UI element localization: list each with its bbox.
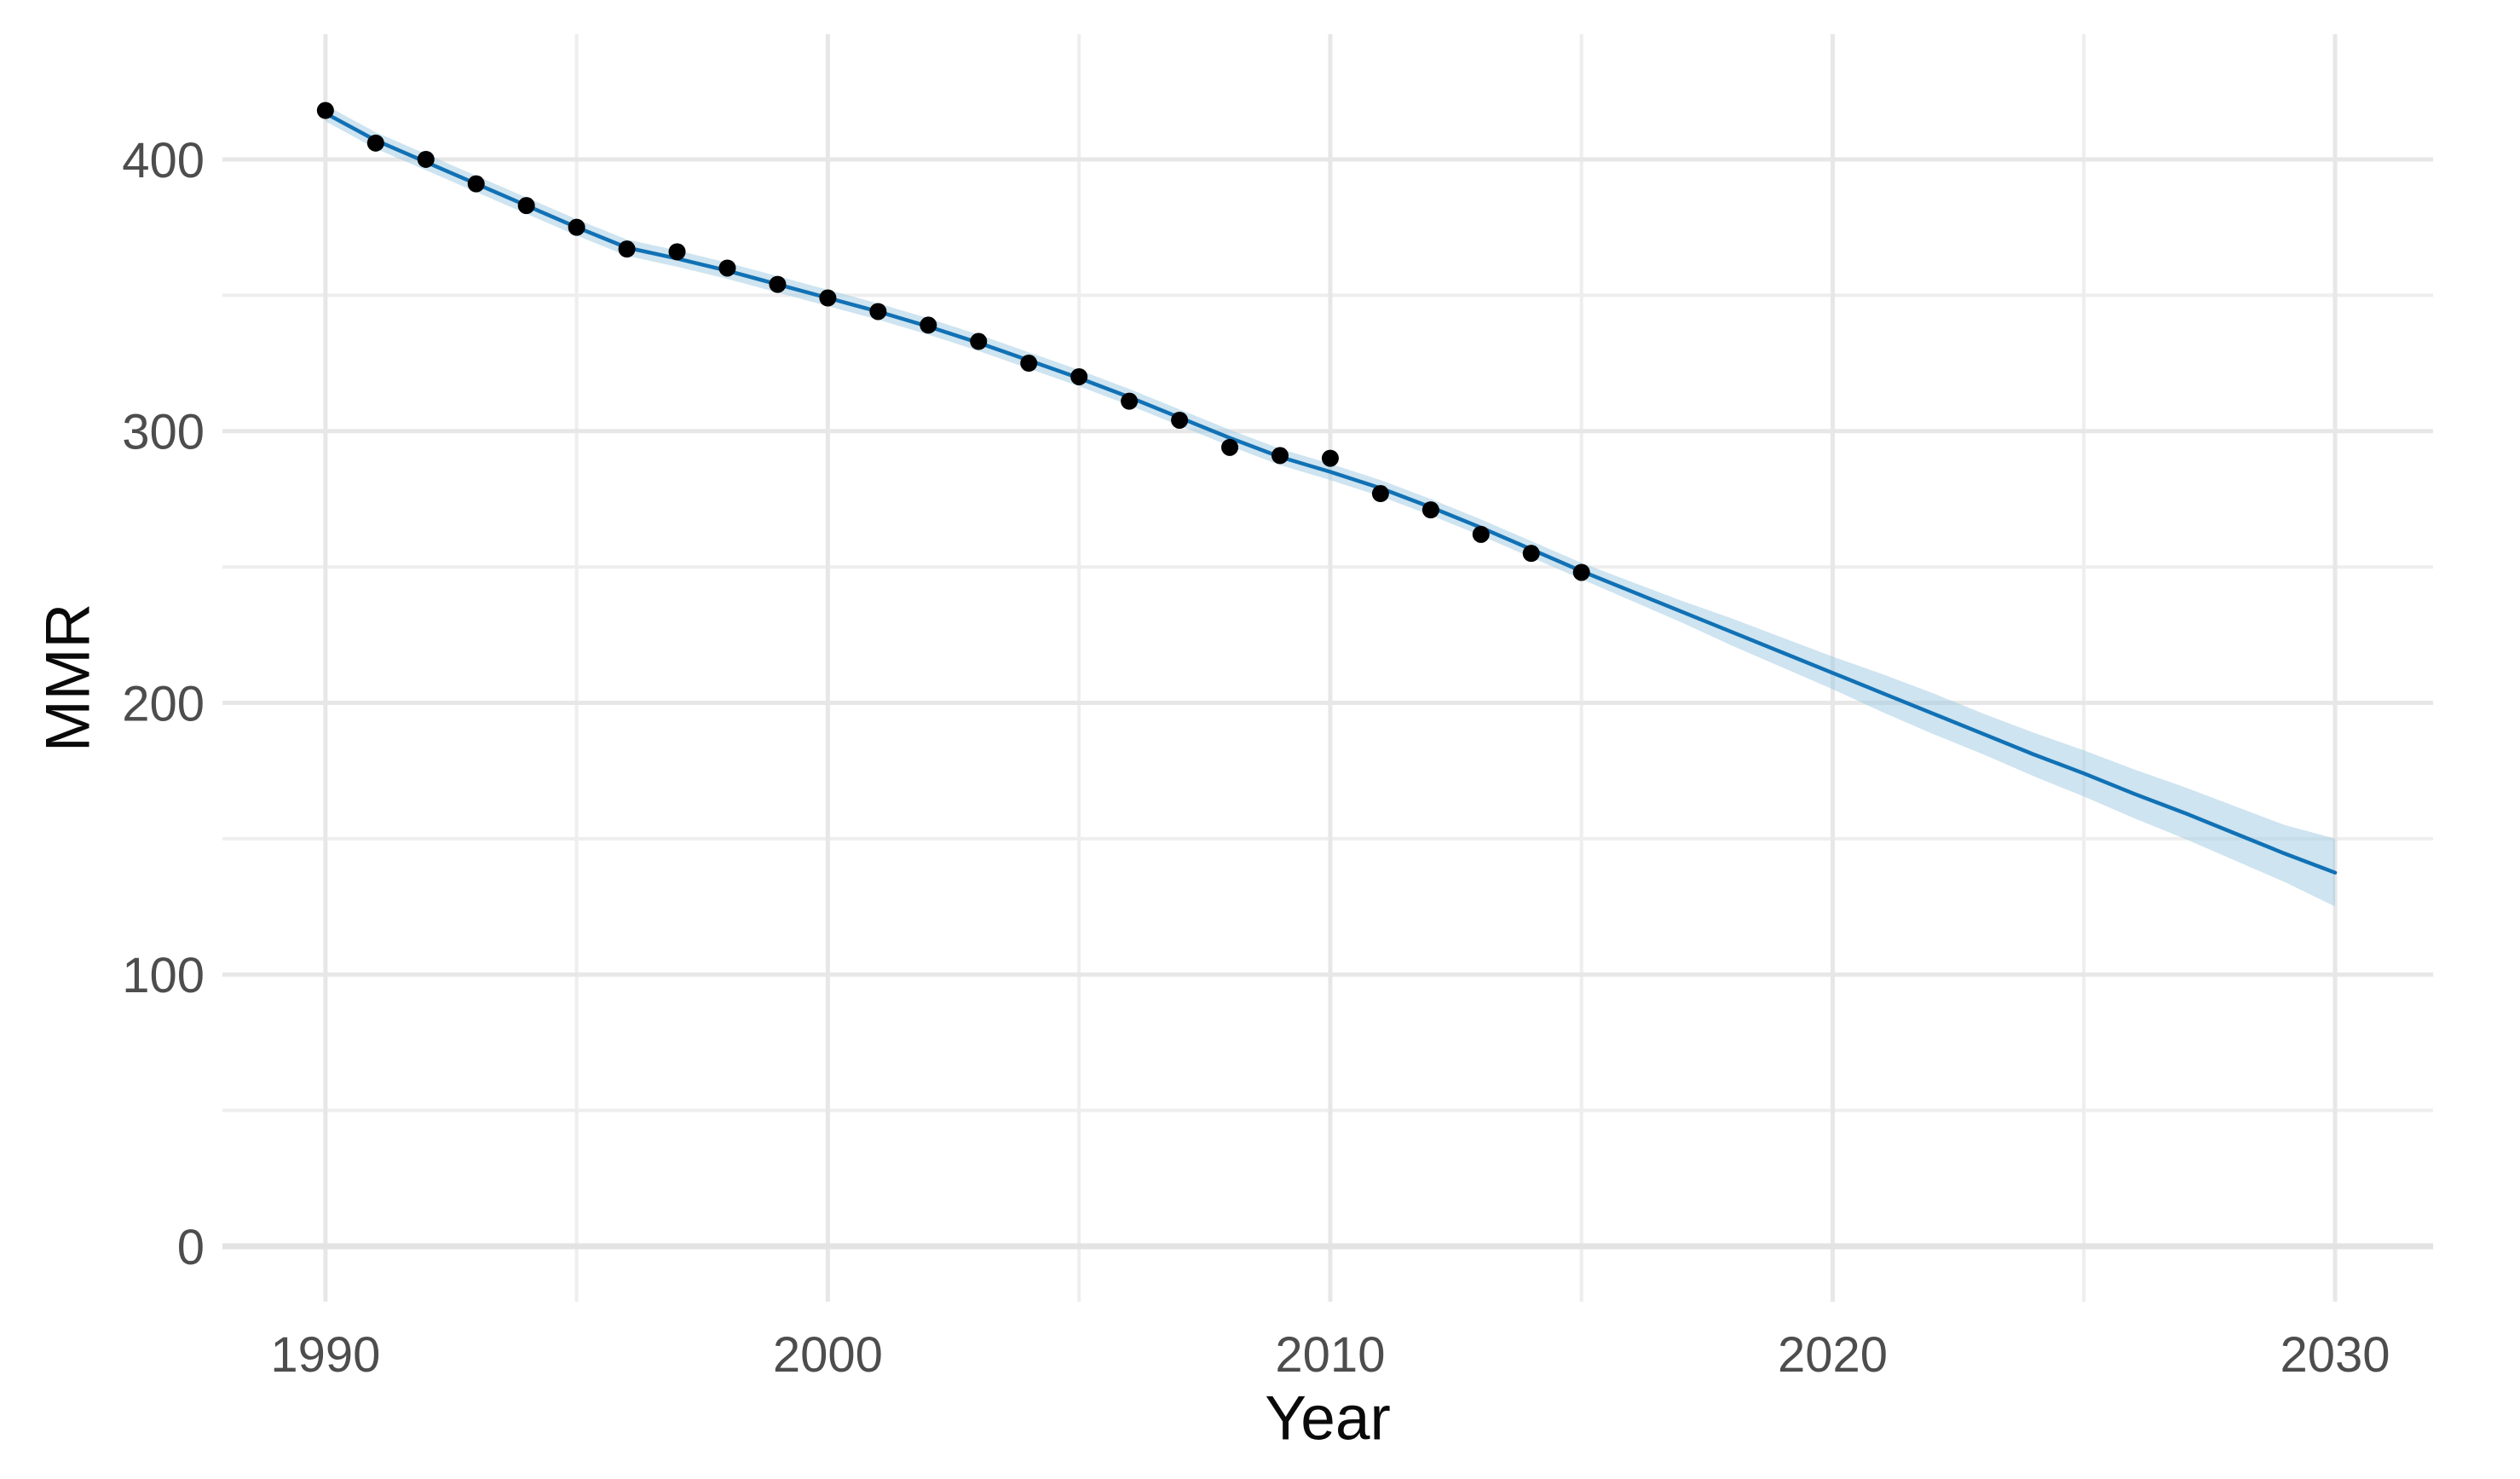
- data-point: [1121, 392, 1139, 410]
- data-point: [869, 303, 887, 321]
- data-point: [1472, 525, 1490, 543]
- data-point: [316, 101, 334, 119]
- x-tick-label: 2010: [1275, 1327, 1385, 1383]
- data-point: [417, 150, 435, 168]
- data-point: [970, 332, 988, 350]
- y-tick-label: 300: [122, 405, 205, 460]
- data-point: [1271, 447, 1289, 465]
- data-point: [1221, 438, 1239, 456]
- data-point: [1522, 545, 1540, 563]
- data-point: [1070, 367, 1088, 385]
- data-point: [718, 259, 736, 277]
- x-tick-label: 2000: [773, 1327, 883, 1383]
- data-point: [1020, 355, 1038, 373]
- data-point: [920, 316, 937, 334]
- y-tick-label: 100: [122, 948, 205, 1003]
- y-axis-title: MMR: [33, 603, 103, 753]
- data-point: [467, 175, 485, 193]
- data-point: [819, 289, 837, 307]
- x-tick-label: 2020: [1778, 1327, 1888, 1383]
- data-point: [1171, 411, 1189, 429]
- data-point: [618, 240, 636, 258]
- x-axis-title: Year: [1265, 1384, 1391, 1453]
- data-point: [1371, 485, 1389, 503]
- y-tick-label: 200: [122, 676, 205, 731]
- x-tick-label: 1990: [270, 1327, 380, 1383]
- y-tick-label: 0: [177, 1220, 205, 1275]
- data-point: [366, 134, 384, 152]
- data-point: [568, 218, 585, 236]
- data-point: [668, 243, 686, 261]
- data-point: [1321, 449, 1339, 467]
- y-tick-label: 400: [122, 133, 205, 188]
- fit-line: [323, 111, 2338, 875]
- data-point: [1421, 501, 1439, 519]
- x-tick-label: 2030: [2281, 1327, 2390, 1383]
- data-point: [769, 275, 787, 293]
- data-point: [1572, 563, 1590, 581]
- data-point: [517, 197, 535, 215]
